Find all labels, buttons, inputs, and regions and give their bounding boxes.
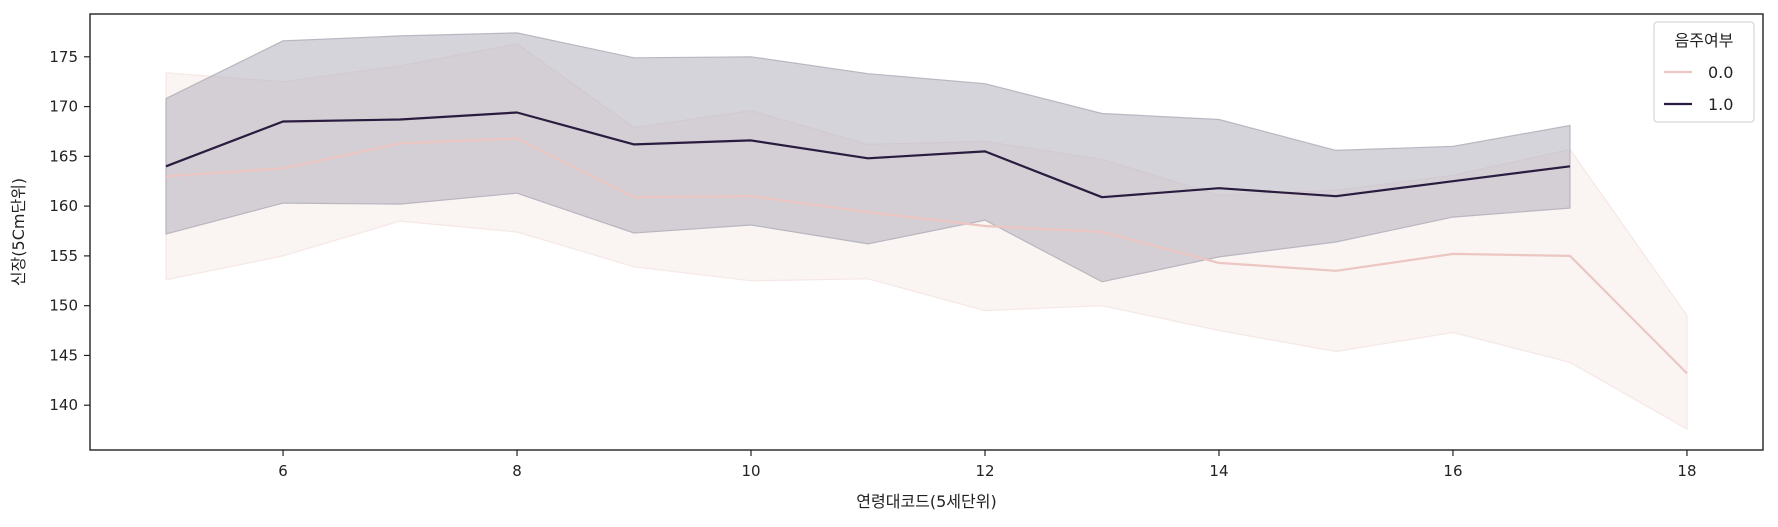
y-tick-label: 145	[49, 346, 78, 364]
x-tick-label: 6	[278, 462, 288, 480]
series-line-1	[165, 137, 1688, 375]
series-lines	[165, 111, 1688, 375]
y-tick-label: 175	[49, 48, 78, 66]
plot-frame	[89, 13, 1764, 451]
x-tick-label: 16	[1443, 462, 1462, 480]
x-tick-label: 8	[512, 462, 522, 480]
y-axis-title: 신장(5Cm단위)	[9, 178, 28, 286]
y-tick-label: 160	[49, 197, 78, 215]
x-tick-label: 12	[975, 462, 994, 480]
x-axis-ticks: 6 8 10 12 14 16 18	[278, 450, 1697, 480]
x-tick-label: 14	[1209, 462, 1228, 480]
y-tick-label: 140	[49, 396, 78, 414]
y-tick-label: 155	[49, 247, 78, 265]
legend: 음주여부 0.0 1.0	[1653, 21, 1755, 123]
legend-entry-2: 1.0	[1708, 95, 1733, 114]
x-axis-title: 연령대코드(5세단위)	[856, 492, 996, 511]
series-line-2	[165, 111, 1571, 199]
legend-entry-1: 0.0	[1708, 63, 1733, 82]
x-tick-label: 10	[741, 462, 760, 480]
y-tick-label: 170	[49, 98, 78, 116]
y-tick-label: 165	[49, 147, 78, 165]
confidence-bands	[165, 32, 1688, 431]
x-tick-label: 18	[1677, 462, 1696, 480]
legend-title: 음주여부	[1675, 31, 1734, 50]
legend-box	[1653, 21, 1755, 123]
y-tick-label: 150	[49, 297, 78, 315]
y-axis-ticks: 140 145 150 155 160 165 170 175	[49, 48, 90, 414]
